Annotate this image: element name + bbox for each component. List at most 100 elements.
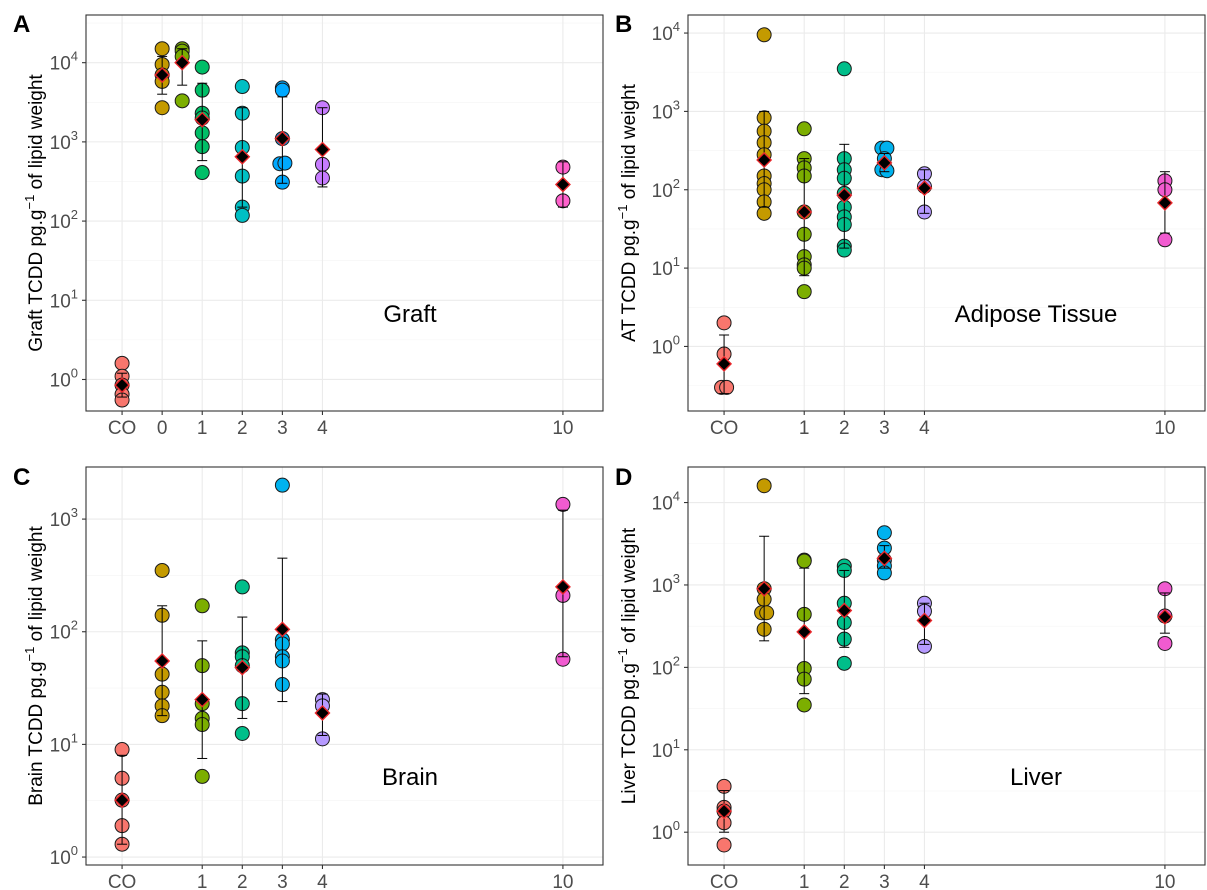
mean-marker — [194, 111, 211, 128]
y-tick-label: 101 — [50, 730, 78, 756]
panel-letter: A — [13, 11, 30, 38]
x-tick-label: 3 — [277, 872, 288, 890]
data-group — [876, 525, 893, 581]
x-tick-label: 2 — [839, 872, 850, 890]
data-point — [759, 605, 775, 621]
y-tick-label: 100 — [50, 365, 78, 391]
x-tick-label: 10 — [552, 418, 573, 439]
data-point — [194, 598, 210, 614]
data-point — [114, 355, 130, 371]
x-tick-label: 1 — [799, 418, 810, 439]
x-tick-label: 10 — [1154, 418, 1175, 439]
data-group — [174, 41, 191, 109]
y-tick-label: 103 — [50, 505, 78, 531]
y-tick-label: 100 — [50, 843, 78, 869]
mean-marker — [796, 623, 813, 640]
mean-marker — [174, 54, 191, 71]
data-group — [272, 80, 293, 190]
x-tick-label: 3 — [879, 872, 890, 890]
data-group — [314, 100, 331, 188]
data-point — [154, 41, 170, 57]
data-point — [1157, 232, 1173, 248]
tissue-label: Adipose Tissue — [955, 301, 1118, 328]
data-group — [114, 355, 131, 408]
y-tick-label: 104 — [652, 489, 680, 515]
x-tick-label: 10 — [552, 872, 573, 890]
y-axis-title: Liver TCDD pg.g−1 of lipid weight — [615, 527, 640, 804]
x-tick-label: 1 — [197, 418, 208, 439]
data-point — [555, 496, 571, 512]
data-group — [194, 59, 211, 181]
data-group — [274, 477, 291, 703]
data-point — [756, 27, 772, 43]
data-point — [194, 768, 210, 784]
data-group — [1156, 171, 1173, 248]
data-point — [716, 837, 732, 853]
x-tick-label: 10 — [1154, 872, 1175, 890]
x-tick-label: CO — [108, 872, 137, 890]
data-point — [154, 100, 170, 116]
x-tick-label: 0 — [157, 418, 168, 439]
data-point — [234, 579, 250, 595]
data-point — [756, 205, 772, 221]
y-axis-title: AT TCDD pg.g−1 of lipid weight — [615, 83, 640, 341]
mean-marker — [876, 154, 893, 171]
data-point — [234, 79, 250, 95]
data-point — [716, 315, 732, 331]
data-point — [876, 525, 892, 541]
mean-marker — [1156, 194, 1173, 211]
y-tick-label: 102 — [652, 653, 680, 679]
y-tick-label: 103 — [652, 571, 680, 597]
data-point — [796, 553, 812, 569]
data-point — [1157, 635, 1173, 651]
mean-marker — [234, 148, 251, 165]
panel-a: 100 101 102 103 104 CO 0 1 2 3 4 10 Graft TCDD pg.g−… — [13, 11, 604, 439]
panel-border — [687, 14, 1206, 412]
data-group — [234, 579, 251, 741]
mean-marker — [716, 803, 733, 820]
y-tick-label: 100 — [652, 332, 680, 358]
x-tick-label: 4 — [919, 418, 930, 439]
mean-marker — [114, 377, 131, 394]
y-tick-label: 103 — [652, 97, 680, 123]
mean-marker — [836, 602, 853, 619]
x-tick-label: 4 — [317, 418, 328, 439]
data-point — [796, 697, 812, 713]
data-point — [234, 725, 250, 741]
x-tick-label: CO — [710, 418, 739, 439]
mean-marker — [1156, 608, 1173, 625]
x-tick-label: 4 — [919, 872, 930, 890]
data-point — [114, 742, 130, 758]
x-tick-label: 3 — [277, 418, 288, 439]
y-axis-title: Brain TCDD pg.g−1 of lipid weight — [22, 526, 47, 806]
mean-marker — [154, 66, 171, 83]
y-tick-label: 101 — [652, 254, 680, 280]
data-group — [916, 166, 933, 220]
data-point — [796, 121, 812, 137]
data-group — [874, 140, 895, 179]
x-tick-label: 2 — [237, 418, 248, 439]
data-point — [194, 59, 210, 75]
mean-marker — [836, 187, 853, 204]
mean-marker — [796, 204, 813, 220]
data-point — [274, 82, 290, 98]
tissue-label: Brain — [382, 764, 438, 791]
data-group — [1156, 581, 1173, 651]
data-group — [154, 41, 171, 116]
mean-marker — [274, 621, 291, 638]
mean-marker — [314, 705, 331, 721]
data-point — [274, 477, 290, 493]
y-tick-label: 104 — [50, 49, 78, 75]
data-group — [836, 558, 853, 671]
data-point — [154, 562, 170, 578]
panel-letter: C — [13, 464, 30, 491]
x-tick-label: 2 — [839, 418, 850, 439]
mean-marker — [154, 653, 171, 669]
data-point — [836, 61, 852, 77]
data-point — [194, 165, 210, 181]
data-point — [796, 284, 812, 300]
mean-marker — [756, 151, 773, 168]
mean-marker — [916, 612, 933, 629]
mean-marker — [234, 659, 251, 676]
data-point — [234, 207, 250, 223]
